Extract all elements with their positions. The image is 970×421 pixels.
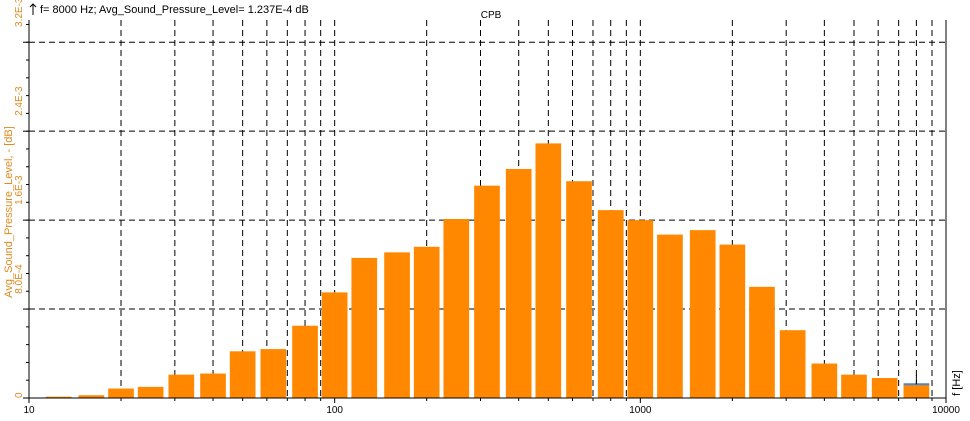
readout-arrow-icon (29, 3, 37, 15)
bar (413, 246, 440, 398)
bar (137, 386, 164, 398)
bar (384, 252, 410, 398)
x-tick-label: 100 (326, 405, 343, 416)
x-tick-label: 1000 (629, 405, 652, 416)
bar (505, 168, 532, 398)
bar (260, 349, 287, 398)
bar (292, 325, 318, 398)
y-tick-label: 0 (14, 392, 25, 398)
bar (78, 395, 105, 398)
bar (200, 373, 226, 398)
bar (719, 244, 746, 398)
bars (45, 143, 930, 398)
y-tick-label: 3.2E-3 (14, 0, 25, 27)
bar (903, 384, 930, 398)
bar (229, 351, 256, 398)
x-tick-label: 10 (23, 405, 35, 416)
bar (45, 396, 72, 398)
bar (871, 377, 898, 398)
bar (474, 185, 500, 398)
bar (749, 286, 775, 398)
y-tick-label: 8.0E-4 (14, 264, 25, 294)
axes: 0 8.0E-4 1.6E-3 2.4E-3 3.2E-3 10 100 1000 10000 (14, 0, 960, 416)
bar (811, 363, 838, 398)
chart-title: CPB (481, 10, 502, 21)
bar (108, 388, 134, 398)
y-axis-label: Avg_Sound_Pressure_Level, - [dB] (3, 126, 15, 298)
labels: f= 8000 Hz; Avg_Sound_Pressure_Level= 1.… (3, 4, 963, 396)
bar (689, 230, 716, 398)
bar (535, 143, 562, 398)
bar (627, 220, 654, 398)
y-tick-label: 1.6E-3 (14, 175, 25, 205)
bar (351, 257, 378, 398)
x-tick-label: 10000 (932, 405, 960, 416)
bar (443, 219, 470, 398)
bar (779, 330, 806, 398)
bar (321, 292, 348, 398)
cursor-readout: f= 8000 Hz; Avg_Sound_Pressure_Level= 1.… (40, 4, 309, 16)
y-tick-label: 2.4E-3 (14, 86, 25, 116)
bar (597, 210, 624, 398)
bar (168, 374, 195, 398)
bar (566, 181, 592, 398)
x-axis-label: f [Hz] (951, 370, 963, 396)
bar (657, 234, 683, 398)
bar (841, 374, 867, 398)
